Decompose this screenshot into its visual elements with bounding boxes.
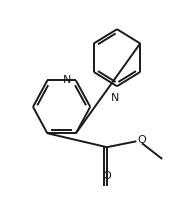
- Text: O: O: [102, 171, 111, 181]
- Text: N: N: [111, 93, 119, 103]
- Text: O: O: [137, 135, 146, 145]
- Text: N: N: [63, 75, 71, 86]
